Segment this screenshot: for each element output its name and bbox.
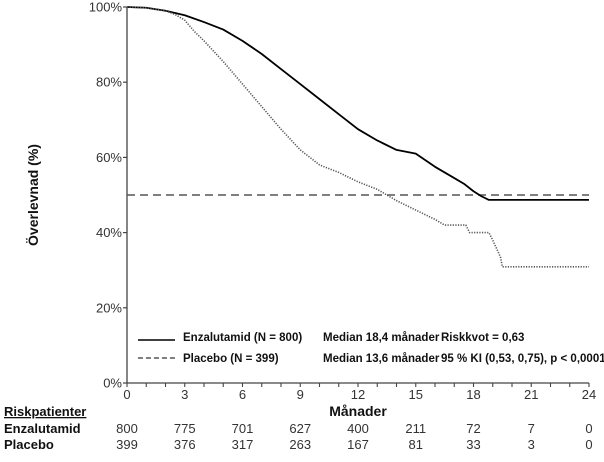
- risk-value-enzalutamid: 211: [405, 421, 426, 436]
- x-axis-title: Månader: [329, 403, 387, 419]
- survival-curve-enzalutamid: [126, 6, 589, 201]
- legend-confidence-interval: 95 % KI (0,53, 0,75), p < 0,0001: [441, 353, 604, 365]
- risk-value-placebo: 0: [585, 437, 592, 452]
- y-tick-label: 20%: [96, 300, 122, 315]
- risk-value-placebo: 33: [466, 437, 480, 452]
- risk-value-enzalutamid: 701: [232, 421, 254, 436]
- x-tick-label: 24: [582, 387, 596, 402]
- risk-value-enzalutamid: 7: [528, 421, 535, 436]
- risk-row-label-placebo: Placebo: [4, 437, 54, 452]
- y-tick-label: 60%: [96, 150, 122, 165]
- risk-value-enzalutamid: 627: [289, 421, 311, 436]
- risk-value-placebo: 81: [409, 437, 423, 452]
- x-tick-label: 18: [466, 387, 480, 402]
- risk-value-placebo: 3: [528, 437, 535, 452]
- legend-label-placebo: Placebo (N = 399): [183, 353, 279, 365]
- risk-values: 800 775 701 627 400 211 72 7 0 399 376 317 263 167 81 3…: [116, 421, 592, 452]
- legend-median-placebo: Median 13,6 månader: [323, 353, 440, 365]
- x-tick-label: 3: [181, 387, 188, 402]
- y-tick-label: 0%: [103, 376, 122, 391]
- risk-value-enzalutamid: 0: [585, 421, 592, 436]
- legend-label-enzalutamid: Enzalutamid (N = 800): [183, 332, 302, 344]
- y-tick-label: 40%: [96, 225, 122, 240]
- legend-hazard-ratio: Riskkvot = 0,63: [441, 332, 524, 344]
- series-layer: [126, 6, 589, 268]
- x-tick-label: 12: [351, 387, 365, 402]
- risk-row-label-enzalutamid: Enzalutamid: [4, 421, 81, 436]
- x-tick-label: 21: [524, 387, 538, 402]
- risk-value-placebo: 167: [347, 437, 369, 452]
- risk-value-enzalutamid: 400: [347, 421, 369, 436]
- x-tick-label: 9: [297, 387, 304, 402]
- risk-value-placebo: 317: [232, 437, 254, 452]
- risk-value-enzalutamid: 72: [466, 421, 480, 436]
- survival-curve-placebo: [126, 6, 589, 268]
- axes: 0% 20% 40% 60% 80% 100% 0 3 6 9 12 15 18 21 24: [89, 0, 596, 402]
- legend: Enzalutamid (N = 800) Median 18,4 månade…: [138, 332, 604, 365]
- risk-value-enzalutamid: 800: [116, 421, 138, 436]
- risk-value-enzalutamid: 775: [174, 421, 196, 436]
- x-tick-label: 0: [123, 387, 130, 402]
- risk-value-placebo: 376: [174, 437, 196, 452]
- y-tick-label: 100%: [89, 0, 123, 15]
- risk-table: Riskpatienter Enzalutamid Placebo 800 775…: [4, 404, 593, 452]
- y-tick-label: 80%: [96, 75, 122, 90]
- x-tick-label: 15: [409, 387, 423, 402]
- risk-value-placebo: 399: [116, 437, 138, 452]
- risk-table-title: Riskpatienter: [4, 404, 86, 419]
- risk-value-placebo: 263: [289, 437, 311, 452]
- y-axis-title: Överlevnad (%): [25, 144, 41, 246]
- legend-median-enzalutamid: Median 18,4 månader: [323, 332, 440, 344]
- x-tick-label: 6: [239, 387, 246, 402]
